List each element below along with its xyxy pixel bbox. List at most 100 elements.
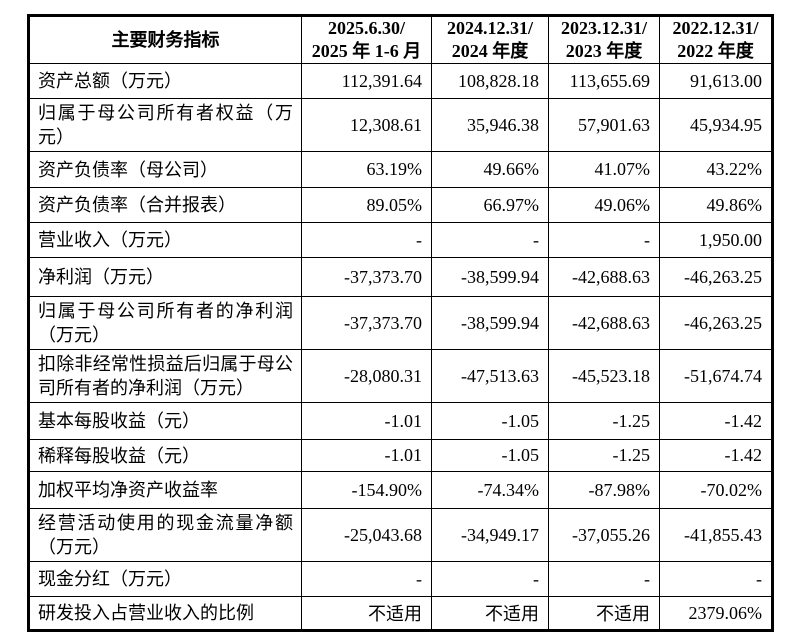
row-label: 资产负债率（母公司） <box>28 151 302 188</box>
cell-value: 108,828.18 <box>431 63 549 99</box>
header-period-2025-date: 2025.6.30/ <box>327 18 405 38</box>
table-row-diluted-eps: 稀释每股收益（元） -1.01 -1.05 -1.25 -1.42 <box>28 439 773 472</box>
financial-indicators-table-container: 主要财务指标 2025.6.30/ 2025 年 1-6 月 2024.12.3… <box>27 14 774 632</box>
cell-value: - <box>659 561 773 597</box>
cell-value: -45,523.18 <box>548 349 660 403</box>
cell-value: -37,373.70 <box>301 257 432 297</box>
row-label: 净利润（万元） <box>28 257 302 297</box>
cell-value: -1.01 <box>301 439 432 472</box>
cell-value: -154.90% <box>301 471 432 509</box>
row-label: 营业收入（万元） <box>28 222 302 258</box>
cell-value: -87.98% <box>548 471 660 509</box>
cell-value: 66.97% <box>431 187 549 223</box>
cell-value: - <box>431 561 549 597</box>
row-label: 稀释每股收益（元） <box>28 439 302 472</box>
row-label: 归属于母公司所有者权益（万元） <box>28 98 302 152</box>
cell-value: -34,949.17 <box>431 508 549 562</box>
row-label: 经营活动使用的现金流量净额（万元） <box>28 508 302 562</box>
cell-value: - <box>431 222 549 258</box>
cell-value: 89.05% <box>301 187 432 223</box>
cell-value: -37,055.26 <box>548 508 660 562</box>
header-period-2024: 2024.12.31/ 2024 年度 <box>431 15 549 64</box>
financial-indicators-table: 主要财务指标 2025.6.30/ 2025 年 1-6 月 2024.12.3… <box>27 14 774 632</box>
cell-value: 49.06% <box>548 187 660 223</box>
cell-value: 不适用 <box>431 596 549 631</box>
table-row-net-profit-parent: 归属于母公司所有者的净利润（万元） -37,373.70 -38,599.94 … <box>28 296 773 350</box>
cell-value: -42,688.63 <box>548 257 660 297</box>
cell-value: -74.34% <box>431 471 549 509</box>
cell-value: -41,855.43 <box>659 508 773 562</box>
cell-value: -70.02% <box>659 471 773 509</box>
cell-value: -1.05 <box>431 439 549 472</box>
cell-value: - <box>301 222 432 258</box>
table-row-operating-cash-flow: 经营活动使用的现金流量净额（万元） -25,043.68 -34,949.17 … <box>28 508 773 562</box>
cell-value: - <box>548 561 660 597</box>
cell-value: 49.86% <box>659 187 773 223</box>
table-row-net-profit-deducted: 扣除非经常性损益后归属于母公司所有者的净利润（万元） -28,080.31 -4… <box>28 349 773 403</box>
cell-value: 12,308.61 <box>301 98 432 152</box>
row-label: 归属于母公司所有者的净利润（万元） <box>28 296 302 350</box>
row-label: 研发投入占营业收入的比例 <box>28 596 302 631</box>
row-label: 加权平均净资产收益率 <box>28 471 302 509</box>
header-period-2023: 2023.12.31/ 2023 年度 <box>548 15 660 64</box>
cell-value: -1.42 <box>659 439 773 472</box>
cell-value: -1.01 <box>301 402 432 440</box>
row-label: 基本每股收益（元） <box>28 402 302 440</box>
cell-value: 45,934.95 <box>659 98 773 152</box>
table-row-basic-eps: 基本每股收益（元） -1.01 -1.05 -1.25 -1.42 <box>28 402 773 440</box>
table-row-net-profit: 净利润（万元） -37,373.70 -38,599.94 -42,688.63… <box>28 257 773 297</box>
cell-value: -37,373.70 <box>301 296 432 350</box>
header-period-2023-date: 2023.12.31/ <box>560 18 647 38</box>
cell-value: -1.05 <box>431 402 549 440</box>
cell-value: 112,391.64 <box>301 63 432 99</box>
cell-value: 91,613.00 <box>659 63 773 99</box>
cell-value: - <box>301 561 432 597</box>
cell-value: 57,901.63 <box>548 98 660 152</box>
header-period-2023-range: 2023 年度 <box>565 41 643 61</box>
header-period-2022-range: 2022 年度 <box>677 41 754 61</box>
table-row-revenue: 营业收入（万元） - - - 1,950.00 <box>28 222 773 258</box>
cell-value: -46,263.25 <box>659 257 773 297</box>
table-row-total-assets: 资产总额（万元） 112,391.64 108,828.18 113,655.6… <box>28 63 773 99</box>
cell-value: -46,263.25 <box>659 296 773 350</box>
cell-value: -1.25 <box>548 402 660 440</box>
cell-value: 41.07% <box>548 151 660 188</box>
cell-value: -47,513.63 <box>431 349 549 403</box>
table-row-weighted-roe: 加权平均净资产收益率 -154.90% -74.34% -87.98% -70.… <box>28 471 773 509</box>
cell-value: 1,950.00 <box>659 222 773 258</box>
row-label: 资产总额（万元） <box>28 63 302 99</box>
header-period-2022: 2022.12.31/ 2022 年度 <box>659 15 773 64</box>
row-label: 现金分红（万元） <box>28 561 302 597</box>
header-indicator: 主要财务指标 <box>28 15 302 64</box>
header-period-2024-range: 2024 年度 <box>451 41 529 61</box>
table-row-debt-ratio-consolidated: 资产负债率（合并报表） 89.05% 66.97% 49.06% 49.86% <box>28 187 773 223</box>
cell-value: -51,674.74 <box>659 349 773 403</box>
cell-value: 35,946.38 <box>431 98 549 152</box>
row-label: 扣除非经常性损益后归属于母公司所有者的净利润（万元） <box>28 349 302 403</box>
header-period-2024-date: 2024.12.31/ <box>446 18 533 38</box>
cell-value: 不适用 <box>301 596 432 631</box>
cell-value: 49.66% <box>431 151 549 188</box>
cell-value: -1.25 <box>548 439 660 472</box>
table-row-cash-dividend: 现金分红（万元） - - - - <box>28 561 773 597</box>
header-period-2025-range: 2025 年 1-6 月 <box>311 41 422 61</box>
cell-value: -42,688.63 <box>548 296 660 350</box>
cell-value: -25,043.68 <box>301 508 432 562</box>
cell-value: -38,599.94 <box>431 257 549 297</box>
header-period-2025: 2025.6.30/ 2025 年 1-6 月 <box>301 15 432 64</box>
header-row: 主要财务指标 2025.6.30/ 2025 年 1-6 月 2024.12.3… <box>28 15 773 64</box>
cell-value: 43.22% <box>659 151 773 188</box>
cell-value: - <box>548 222 660 258</box>
table-row-debt-ratio-parent: 资产负债率（母公司） 63.19% 49.66% 41.07% 43.22% <box>28 151 773 188</box>
cell-value: 2379.06% <box>659 596 773 631</box>
cell-value: 不适用 <box>548 596 660 631</box>
row-label: 资产负债率（合并报表） <box>28 187 302 223</box>
cell-value: 113,655.69 <box>548 63 660 99</box>
cell-value: 63.19% <box>301 151 432 188</box>
cell-value: -38,599.94 <box>431 296 549 350</box>
table-row-rd-ratio: 研发投入占营业收入的比例 不适用 不适用 不适用 2379.06% <box>28 596 773 631</box>
cell-value: -1.42 <box>659 402 773 440</box>
header-period-2022-date: 2022.12.31/ <box>672 18 759 38</box>
table-row-parent-equity: 归属于母公司所有者权益（万元） 12,308.61 35,946.38 57,9… <box>28 98 773 152</box>
cell-value: -28,080.31 <box>301 349 432 403</box>
